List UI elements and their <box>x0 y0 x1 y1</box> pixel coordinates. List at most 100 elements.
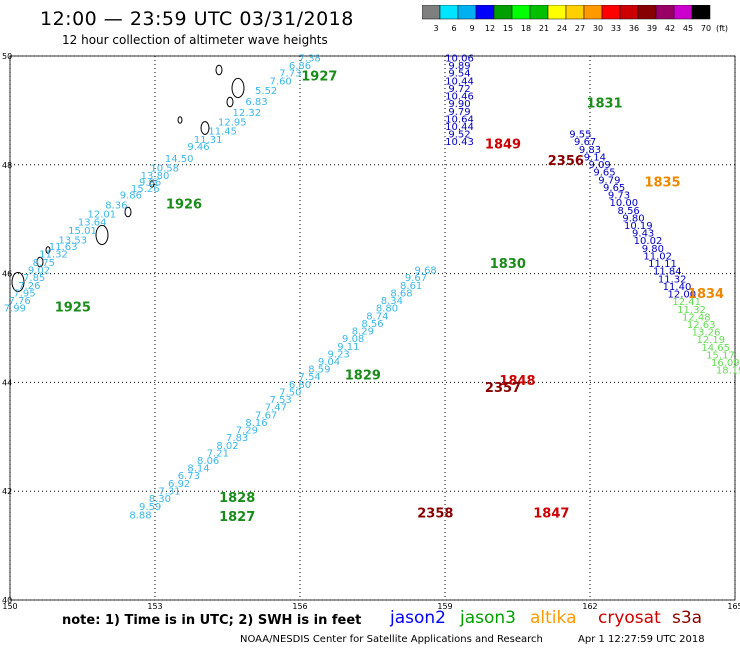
wave-height-label: 15.01 <box>68 226 97 237</box>
wave-height-label: 9.79 <box>598 175 620 186</box>
wave-height-label: 12.63 <box>687 320 716 331</box>
pass-time-label: 1827 <box>219 510 255 525</box>
y-tick-label: 50 <box>2 52 12 61</box>
wave-height-label: 9.67 <box>574 137 596 148</box>
y-tick-label: 42 <box>2 487 12 496</box>
island-outline <box>45 246 51 254</box>
wave-height-label: 10.44 <box>445 122 474 133</box>
wave-height-label: 9.80 <box>622 213 644 224</box>
legend-altika: altika <box>530 608 577 628</box>
wave-height-label: 10.19 <box>624 221 653 232</box>
pass-time-label: 1831 <box>586 97 622 112</box>
wave-height-label: 15.26 <box>131 184 160 195</box>
wave-height-label: 10.46 <box>445 92 474 103</box>
island-outline <box>231 77 245 99</box>
wave-height-label: 9.86 <box>120 191 142 202</box>
x-tick-label: 150 <box>2 602 17 610</box>
legend-jason3: jason3 <box>460 608 516 628</box>
colorbar-tick: 33 <box>611 24 621 33</box>
island-outline <box>226 96 234 108</box>
wave-height-label: 9.54 <box>448 69 470 80</box>
colorbar-tick: 24 <box>557 24 567 33</box>
pass-time-label: 1828 <box>219 491 255 506</box>
wave-height-label: 16.09 <box>711 358 740 369</box>
wave-height-label: 9.73 <box>608 191 630 202</box>
colorbar-tick: 45 <box>683 24 693 33</box>
island-outline <box>11 271 25 293</box>
pass-time-label: 2358 <box>417 506 453 521</box>
wave-height-label: 12.32 <box>233 108 262 119</box>
pass-time-label: 1925 <box>55 301 91 316</box>
note-text: note: 1) Time is in UTC; 2) SWH is in fe… <box>62 613 362 628</box>
wave-height-label: 6.73 <box>178 471 200 482</box>
legend-s3a: s3a <box>672 608 703 628</box>
wave-height-label: 10.06 <box>445 53 474 64</box>
wave-height-label: 8.75 <box>33 258 55 269</box>
wave-height-label: 7.83 <box>226 433 248 444</box>
wave-height-label: 8.16 <box>245 418 267 429</box>
wave-height-label: 12.01 <box>88 210 117 221</box>
pass-time-label: 1849 <box>485 137 521 152</box>
map-subtitle: 12 hour collection of altimeter wave hei… <box>62 33 328 47</box>
wave-height-label: 10.02 <box>634 236 663 247</box>
wave-height-label: 7.76 <box>9 296 31 307</box>
wave-height-label: 7.67 <box>255 410 277 421</box>
wave-height-label: 11.11 <box>648 259 677 270</box>
wave-height-label: 7.54 <box>299 372 321 383</box>
pass-time-label: 2356 <box>548 154 584 169</box>
island-outline <box>124 206 132 218</box>
wave-height-label: 15.17 <box>706 350 735 361</box>
wave-height-label: 14.50 <box>165 154 194 165</box>
generation-timestamp: Apr 1 12:27:59 UTC 2018 <box>578 634 705 645</box>
wave-height-label: 11.32 <box>677 305 706 316</box>
colorbar-tick: 9 <box>469 24 474 33</box>
wave-height-label: 7.53 <box>270 395 292 406</box>
colorbar-tick: 15 <box>503 24 513 33</box>
wave-height-label: 9.65 <box>593 168 615 179</box>
colorbar-tick: 12 <box>485 24 495 33</box>
map-frame <box>9 55 736 601</box>
x-tick-label: 156 <box>292 602 307 610</box>
wave-height-label: 6.80 <box>289 380 311 391</box>
wave-height-label: 8.56 <box>361 319 383 330</box>
wave-height-label: 7.31 <box>158 486 180 497</box>
wave-height-label: 7.85 <box>23 273 45 284</box>
wave-height-label: 9.89 <box>448 61 470 72</box>
pass-time-label: 1834 <box>688 287 724 302</box>
pass-time-label: 1830 <box>490 257 526 272</box>
island-outline <box>95 224 109 246</box>
wave-height-label: 12.41 <box>672 297 701 308</box>
wave-height-label: 9.59 <box>139 502 161 513</box>
island-outline <box>149 180 155 188</box>
pass-time-label: 1926 <box>166 197 202 212</box>
wave-height-label: 7.50 <box>279 387 301 398</box>
colorbar-tick: 18 <box>521 24 531 33</box>
colorbar-tick: 42 <box>665 24 675 33</box>
wave-height-label: 14.65 <box>701 343 730 354</box>
wave-height-label: 8.14 <box>187 464 209 475</box>
wave-height-label: 10.58 <box>150 163 179 174</box>
y-tick-label: 46 <box>2 270 12 279</box>
wave-height-label: 8.68 <box>390 288 412 299</box>
colorbar-tick: 6 <box>451 24 456 33</box>
wave-height-label: 9.09 <box>589 160 611 171</box>
wave-height-label: 5.52 <box>255 86 277 97</box>
wave-height-label: 12.48 <box>682 312 711 323</box>
wave-height-label: 10.43 <box>445 137 474 148</box>
island-outline <box>36 256 44 268</box>
map-title: 12:00 — 23:59 UTC 03/31/2018 <box>40 8 354 30</box>
wave-height-label: 11.84 <box>653 267 682 278</box>
wave-height-label: 9.68 <box>415 266 437 277</box>
wave-height-label: 12.95 <box>218 118 247 129</box>
wave-height-label: 7.47 <box>265 403 287 414</box>
colorbar-unit: (ft) <box>716 24 728 33</box>
wave-height-label: 6.86 <box>289 61 311 72</box>
island-outline <box>215 64 223 76</box>
wave-height-label: 8.06 <box>197 456 219 467</box>
x-tick-label: 153 <box>147 602 162 610</box>
pass-time-label: 1829 <box>345 369 381 384</box>
wave-height-label: 9.02 <box>28 266 50 277</box>
wave-height-label: 7.99 <box>4 304 26 315</box>
wave-height-label: 10.64 <box>445 114 474 125</box>
wave-height-label: 7.29 <box>236 426 258 437</box>
